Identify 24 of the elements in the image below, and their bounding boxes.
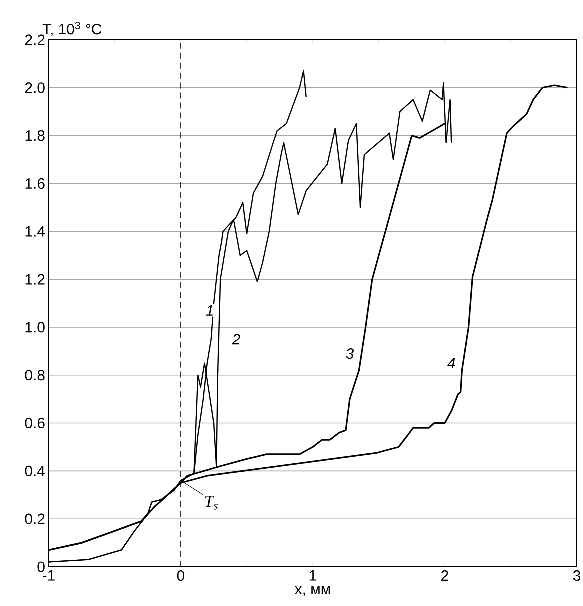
y-tick-label: 1.2: [26, 274, 45, 285]
annotation: 2: [232, 334, 240, 345]
annotation: 1: [206, 306, 213, 316]
y-axis-title: T, 10$^{3}$ °C: [42, 22, 102, 36]
y-tick-label: 2.0: [25, 82, 45, 94]
x-axis-title: x, мм: [295, 586, 330, 596]
y-tick-label: 0.4: [25, 466, 46, 476]
y-tick-label: 0.6: [25, 418, 45, 429]
x-tick-label: 3: [573, 570, 580, 582]
x-tick-label: 2: [442, 570, 448, 581]
y-tick-label: 1.4: [26, 226, 46, 237]
annotation: 4: [448, 358, 456, 369]
y-tick-label: 1.0: [26, 322, 45, 333]
y-tick-label: 0.2: [25, 514, 45, 524]
y-tick-label: 2.2: [25, 34, 45, 46]
y-tick-label: 0.8: [25, 370, 45, 381]
y-tick-label: 0: [38, 562, 45, 572]
annotation: T$_{s}$: [205, 496, 218, 510]
x-tick-label: 0: [177, 570, 185, 582]
y-tick-label: 1.6: [26, 178, 45, 190]
annotation: 3: [346, 348, 354, 360]
x-tick-label: 1: [310, 570, 316, 581]
y-tick-label: 1.8: [26, 130, 45, 142]
x-tick-label: -1: [43, 570, 55, 581]
